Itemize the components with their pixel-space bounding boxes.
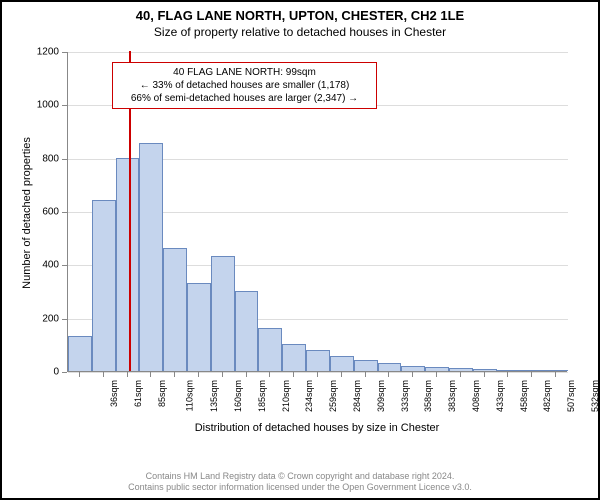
x-tick	[150, 372, 151, 377]
x-tick	[317, 372, 318, 377]
histogram-bar	[258, 328, 282, 371]
x-tick	[412, 372, 413, 377]
x-axis-label: Distribution of detached houses by size …	[67, 422, 567, 434]
reference-info-box: 40 FLAG LANE NORTH: 99sqm ← 33% of detac…	[112, 62, 377, 109]
histogram-bar	[139, 143, 163, 371]
x-tick-label: 160sqm	[233, 380, 243, 412]
histogram-bar	[473, 369, 497, 371]
y-tick	[62, 212, 67, 213]
x-tick	[388, 372, 389, 377]
histogram-bar	[330, 356, 354, 371]
histogram-bar	[497, 370, 521, 371]
y-tick	[62, 265, 67, 266]
x-tick-label: 408sqm	[471, 380, 481, 412]
x-tick-label: 383sqm	[447, 380, 457, 412]
y-tick	[62, 159, 67, 160]
x-tick-label: 185sqm	[257, 380, 267, 412]
histogram-bar	[211, 256, 235, 371]
info-line-2: ← 33% of detached houses are smaller (1,…	[119, 79, 370, 92]
x-tick-label: 333sqm	[400, 380, 410, 412]
x-tick-label: 433sqm	[495, 380, 505, 412]
histogram-bar	[187, 283, 211, 371]
x-tick-label: 259sqm	[328, 380, 338, 412]
histogram-bar	[68, 336, 92, 371]
x-tick	[341, 372, 342, 377]
histogram-bar	[163, 248, 187, 371]
gridline	[68, 52, 568, 53]
x-tick-label: 85sqm	[157, 380, 167, 407]
x-tick-label: 61sqm	[133, 380, 143, 407]
y-tick-label: 200	[27, 313, 59, 324]
histogram-bar	[92, 200, 116, 371]
histogram-bar	[282, 344, 306, 371]
y-tick-label: 1000	[27, 100, 59, 111]
x-tick	[246, 372, 247, 377]
x-tick-label: 210sqm	[281, 380, 291, 412]
x-tick-label: 110sqm	[185, 380, 195, 411]
x-tick	[531, 372, 532, 377]
x-tick-label: 507sqm	[566, 380, 576, 412]
x-tick	[436, 372, 437, 377]
x-tick-label: 135sqm	[209, 380, 219, 412]
x-tick	[269, 372, 270, 377]
y-tick-label: 0	[27, 367, 59, 378]
y-tick	[62, 105, 67, 106]
x-tick	[79, 372, 80, 377]
x-tick	[365, 372, 366, 377]
gridline	[68, 372, 568, 373]
x-tick-label: 234sqm	[304, 380, 314, 412]
histogram-bar	[306, 350, 330, 371]
chart-title: 40, FLAG LANE NORTH, UPTON, CHESTER, CH2…	[2, 2, 598, 23]
y-tick	[62, 372, 67, 373]
histogram-bar	[520, 370, 544, 371]
x-tick	[103, 372, 104, 377]
x-tick-label: 284sqm	[352, 380, 362, 412]
y-tick	[62, 52, 67, 53]
x-tick-label: 458sqm	[519, 380, 529, 412]
x-tick	[174, 372, 175, 377]
x-tick-label: 309sqm	[376, 380, 386, 412]
histogram-bar	[235, 291, 259, 371]
x-tick	[127, 372, 128, 377]
y-tick-label: 800	[27, 153, 59, 164]
histogram-bar	[116, 158, 140, 371]
y-tick-label: 600	[27, 207, 59, 218]
y-tick	[62, 319, 67, 320]
x-tick-label: 358sqm	[423, 380, 433, 412]
histogram-bar	[544, 370, 568, 371]
histogram-bar	[401, 366, 425, 371]
x-tick	[484, 372, 485, 377]
footer-line-2: Contains public sector information licen…	[2, 482, 598, 494]
x-tick	[222, 372, 223, 377]
chart-subtitle: Size of property relative to detached ho…	[2, 23, 598, 39]
x-tick	[198, 372, 199, 377]
footer-line-1: Contains HM Land Registry data © Crown c…	[2, 471, 598, 483]
x-tick	[460, 372, 461, 377]
x-tick-label: 482sqm	[543, 380, 553, 412]
histogram-bar	[425, 367, 449, 371]
x-tick-label: 532sqm	[590, 380, 600, 412]
y-tick-label: 1200	[27, 47, 59, 58]
footer-attribution: Contains HM Land Registry data © Crown c…	[2, 471, 598, 494]
chart-container: 40, FLAG LANE NORTH, UPTON, CHESTER, CH2…	[0, 0, 600, 500]
histogram-bar	[449, 368, 473, 371]
info-line-1: 40 FLAG LANE NORTH: 99sqm	[119, 66, 370, 79]
x-tick	[507, 372, 508, 377]
histogram-bar	[378, 363, 402, 371]
x-tick-label: 36sqm	[109, 380, 119, 407]
x-tick	[293, 372, 294, 377]
y-tick-label: 400	[27, 260, 59, 271]
x-tick	[555, 372, 556, 377]
info-line-3: 66% of semi-detached houses are larger (…	[119, 92, 370, 105]
histogram-bar	[354, 360, 378, 371]
